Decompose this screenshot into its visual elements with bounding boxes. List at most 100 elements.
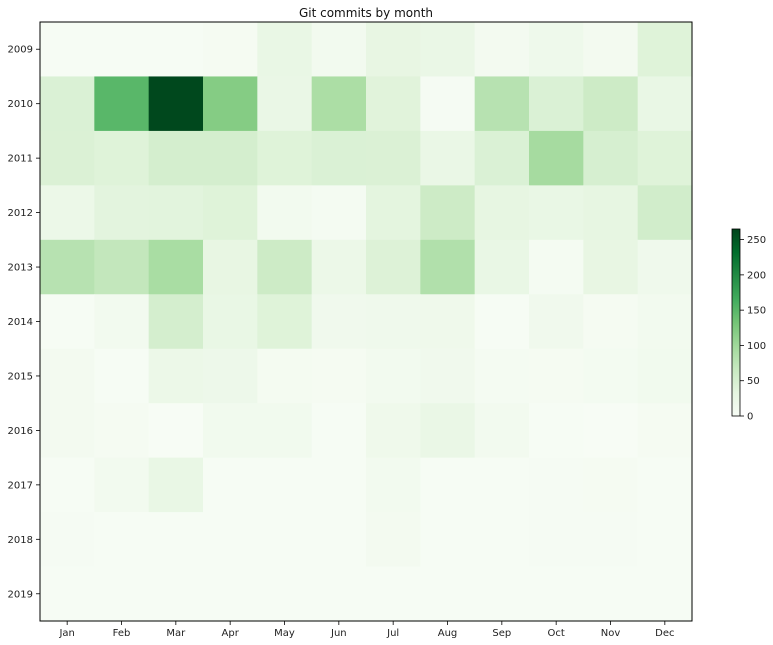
heatmap-cell-2019-Jun — [311, 566, 367, 622]
heatmap-cell-2017-Nov — [583, 457, 639, 513]
x-tick-label: Oct — [548, 628, 565, 639]
heatmap-cell-2010-Oct — [529, 76, 584, 132]
x-tick-label: Dec — [655, 628, 674, 639]
colorbar-tick-label: 200 — [747, 270, 766, 281]
y-tick-label: 2018 — [8, 535, 33, 546]
heatmap-cell-2014-Apr — [203, 294, 258, 350]
heatmap-cell-2014-Jun — [311, 294, 367, 350]
heatmap-cell-2012-Nov — [583, 185, 639, 241]
heatmap-cell-2010-Jun — [311, 76, 367, 132]
heatmap-cell-2010-Mar — [148, 76, 204, 132]
x-tick-label: Jan — [58, 628, 74, 639]
heatmap-cell-2016-Dec — [637, 403, 693, 459]
heatmap-cell-2011-Dec — [637, 130, 693, 186]
colorbar-tick-label: 150 — [747, 306, 766, 317]
heatmap-cell-2018-Aug — [420, 512, 476, 568]
heatmap-cell-2018-Oct — [529, 512, 584, 568]
heatmap-cell-2009-Dec — [637, 22, 693, 78]
heatmap-cell-2018-Jan — [40, 512, 95, 568]
heatmap-cell-2012-Jan — [40, 185, 95, 241]
heatmap-cell-2012-Jun — [311, 185, 367, 241]
heatmap-cell-2019-Sep — [474, 566, 530, 622]
colorbar-tick-label: 50 — [747, 376, 760, 387]
chart-title: Git commits by month — [299, 6, 433, 20]
y-tick-label: 2011 — [8, 154, 33, 165]
heatmap-cell-2016-Sep — [474, 403, 530, 459]
heatmap-cell-2013-Dec — [637, 239, 693, 295]
heatmap-cell-2015-Apr — [203, 348, 258, 404]
y-tick-label: 2014 — [8, 317, 33, 328]
heatmap-cell-2016-Jun — [311, 403, 367, 459]
heatmap-cell-2009-Mar — [148, 22, 204, 78]
heatmap-cell-2013-Mar — [148, 239, 204, 295]
heatmap-cell-2009-Jun — [311, 22, 367, 78]
heatmap-cell-2013-Aug — [420, 239, 476, 295]
heatmap-cell-2016-Jan — [40, 403, 95, 459]
heatmap-cell-2010-Jul — [366, 76, 421, 132]
heatmap-cell-2019-Apr — [203, 566, 258, 622]
heatmap-cell-2019-Mar — [148, 566, 204, 622]
heatmap-cell-2017-Apr — [203, 457, 258, 513]
heatmap-cell-2010-Apr — [203, 76, 258, 132]
heatmap-cell-2012-Aug — [420, 185, 476, 241]
heatmap-cell-2013-Jan — [40, 239, 95, 295]
heatmap-cell-2017-Jan — [40, 457, 95, 513]
heatmap-cell-2012-Dec — [637, 185, 693, 241]
heatmap-cell-2014-Jan — [40, 294, 95, 350]
heatmap-cell-2014-May — [257, 294, 313, 350]
heatmap-cell-2015-May — [257, 348, 313, 404]
heatmap-cell-2010-Jan — [40, 76, 95, 132]
heatmap-cell-2009-Feb — [94, 22, 150, 78]
heatmap-cell-2017-Sep — [474, 457, 530, 513]
heatmap-cell-2012-Mar — [148, 185, 204, 241]
heatmap-cell-2016-May — [257, 403, 313, 459]
heatmap-cell-2019-Aug — [420, 566, 476, 622]
colorbar-tick-label: 0 — [747, 412, 753, 423]
x-tick-label: Jul — [386, 628, 399, 639]
heatmap-cell-2016-Jul — [366, 403, 421, 459]
x-tick-label: Sep — [492, 628, 511, 639]
heatmap-cell-2013-Sep — [474, 239, 530, 295]
heatmap-cell-2012-Apr — [203, 185, 258, 241]
heatmap-cell-2012-Feb — [94, 185, 150, 241]
heatmap-cell-2016-Feb — [94, 403, 150, 459]
heatmap-cell-2009-Apr — [203, 22, 258, 78]
heatmap-cell-2013-May — [257, 239, 313, 295]
heatmap-cell-2018-Mar — [148, 512, 204, 568]
heatmap-cell-2019-Nov — [583, 566, 639, 622]
heatmap-cell-2010-Nov — [583, 76, 639, 132]
heatmap-cell-2013-Jun — [311, 239, 367, 295]
y-tick-label: 2012 — [8, 208, 33, 219]
heatmap-cell-2018-Dec — [637, 512, 693, 568]
heatmap-cell-2014-Mar — [148, 294, 204, 350]
heatmap-cell-2018-Jun — [311, 512, 367, 568]
heatmap-cell-2018-Nov — [583, 512, 639, 568]
heatmap-cell-2019-Oct — [529, 566, 584, 622]
heatmap-cell-2015-Dec — [637, 348, 693, 404]
heatmap-cell-2009-Aug — [420, 22, 476, 78]
y-tick-label: 2019 — [8, 589, 33, 600]
heatmap-cell-2011-Nov — [583, 130, 639, 186]
heatmap-cell-2018-Apr — [203, 512, 258, 568]
colorbar-tick-label: 100 — [747, 341, 766, 352]
x-tick-label: Mar — [166, 628, 186, 639]
heatmap-cell-2012-Jul — [366, 185, 421, 241]
heatmap-cell-2015-Feb — [94, 348, 150, 404]
colorbar-axis: 0 50 100 150 200 250 — [740, 235, 766, 423]
heatmap-cell-2009-Jul — [366, 22, 421, 78]
colorbar — [731, 228, 741, 417]
heatmap-cell-2015-Mar — [148, 348, 204, 404]
heatmap-cell-2010-Feb — [94, 76, 150, 132]
heatmap-cell-2019-Jul — [366, 566, 421, 622]
heatmap-cell-2014-Sep — [474, 294, 530, 350]
heatmap-cell-2019-May — [257, 566, 313, 622]
heatmap-cell-2011-Sep — [474, 130, 530, 186]
x-tick-label: Nov — [601, 628, 621, 639]
heatmap-cell-2009-Nov — [583, 22, 639, 78]
heatmap-cell-2016-Aug — [420, 403, 476, 459]
y-axis: 2009 2010 2011 2012 2013 2014 2015 2016 2017 2018… — [8, 45, 40, 600]
heatmap-cell-2012-Oct — [529, 185, 584, 241]
heatmap-cell-2018-Sep — [474, 512, 530, 568]
heatmap-cell-2011-Oct — [529, 130, 584, 186]
heatmap-cell-2009-Sep — [474, 22, 530, 78]
